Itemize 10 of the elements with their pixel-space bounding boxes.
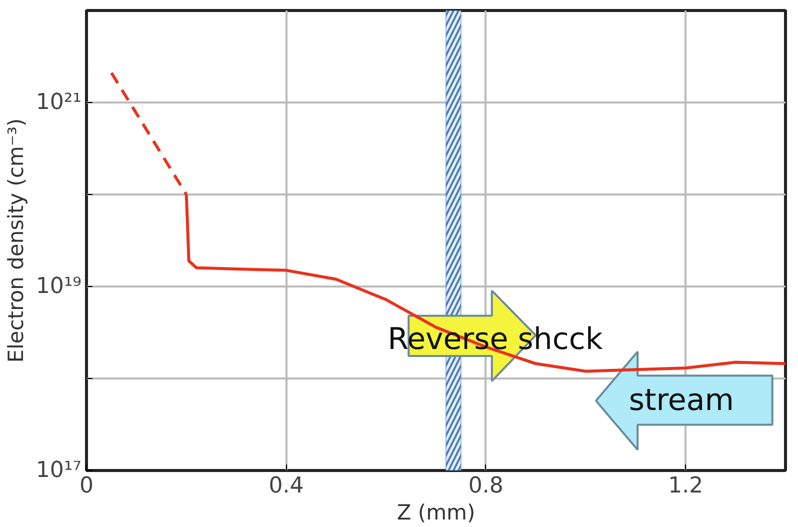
y-tick-label: 10¹⁹ [36,274,82,299]
x-tick-label: 0.4 [268,474,304,498]
y-tick-label: 10¹⁷ [36,458,82,483]
x-tick-label: 0 [80,474,94,498]
x-axis-title: Z (mm) [396,500,476,524]
y-tick-label: 10²¹ [36,90,82,115]
annotation: stream [628,383,734,418]
x-tick-label: 0.8 [468,474,504,498]
x-tick-label: 1.2 [668,474,704,498]
y-axis-title: Electron density (cm⁻³) [4,118,28,363]
